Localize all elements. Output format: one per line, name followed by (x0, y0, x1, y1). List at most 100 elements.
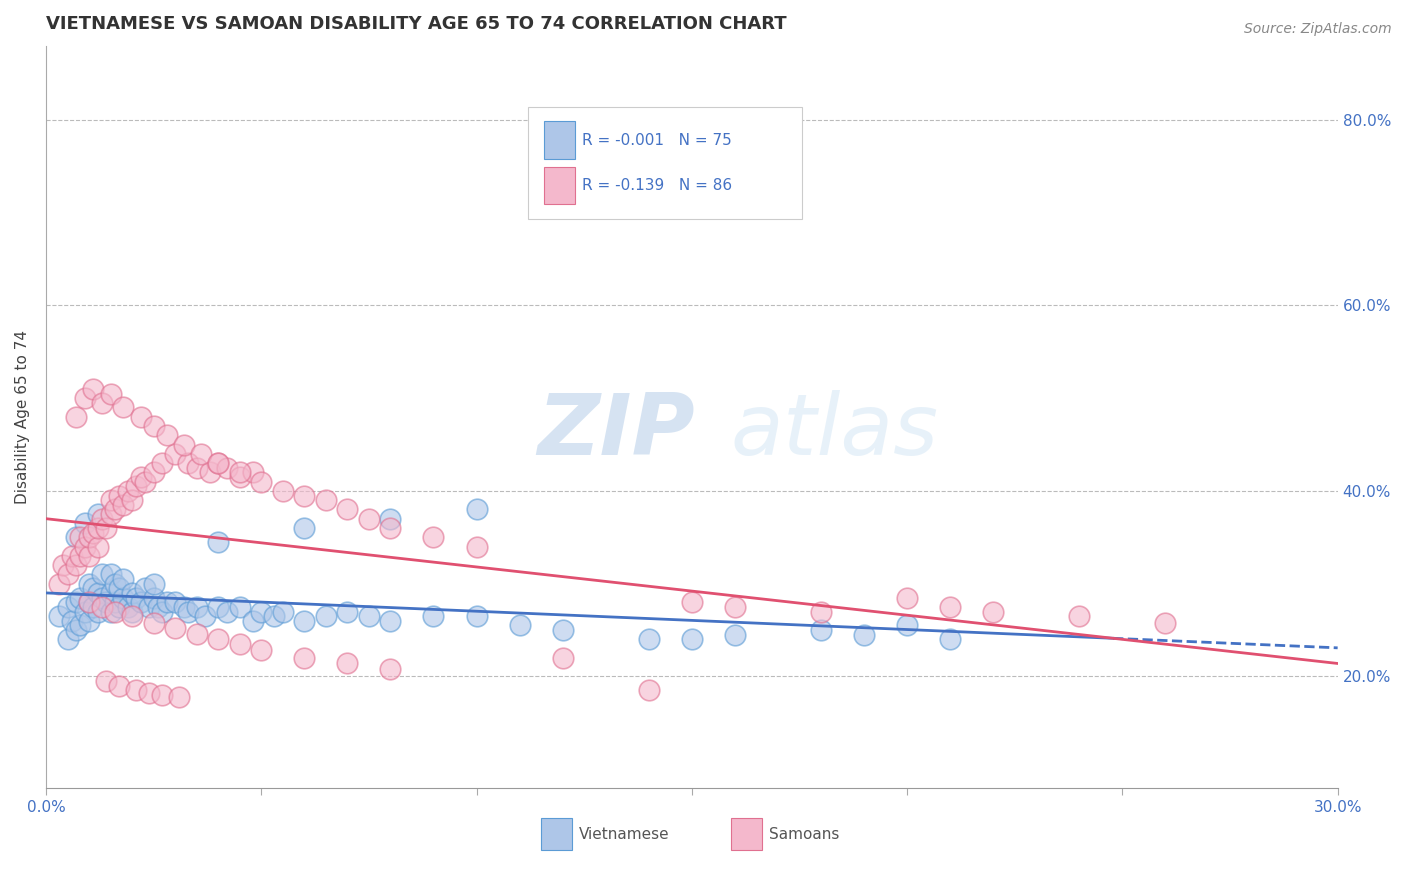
Point (117, 599, 139, 614)
Point (69, 549, 91, 563)
Text: R = -0.001   N = 75: R = -0.001 N = 75 (582, 133, 731, 148)
Point (509, 618, 531, 632)
Point (146, 599, 169, 614)
Point (315, 609, 337, 624)
Point (86, 540, 108, 554)
Point (125, 479, 148, 493)
Point (86, 521, 108, 535)
Point (77, 614, 100, 628)
Point (121, 609, 143, 624)
Point (65, 409, 87, 424)
Point (190, 447, 212, 461)
Point (125, 591, 148, 605)
Point (86, 605, 108, 619)
Point (104, 576, 127, 591)
Point (96, 521, 118, 535)
Point (177, 605, 200, 619)
Point (207, 632, 229, 647)
Point (100, 493, 122, 508)
Point (242, 466, 264, 480)
Point (112, 401, 135, 415)
Point (65, 623, 87, 637)
Point (104, 595, 127, 609)
Point (207, 456, 229, 470)
Point (173, 599, 195, 614)
Point (100, 507, 122, 521)
Point (108, 679, 131, 693)
Point (315, 493, 337, 508)
Point (69, 530, 91, 544)
Point (250, 643, 273, 657)
Point (198, 466, 221, 480)
Point (134, 582, 156, 596)
Point (939, 632, 962, 647)
Point (336, 502, 359, 516)
Point (134, 475, 156, 489)
Point (186, 627, 208, 641)
Point (112, 498, 135, 512)
Point (125, 683, 148, 698)
Point (292, 651, 315, 665)
Point (336, 605, 359, 619)
Point (380, 662, 402, 676)
Point (1069, 609, 1091, 624)
Point (56, 567, 79, 582)
Point (981, 605, 1004, 619)
Point (108, 599, 131, 614)
Point (724, 599, 747, 614)
Point (637, 683, 659, 698)
Point (73, 516, 96, 531)
Point (112, 591, 135, 605)
Point (724, 628, 747, 642)
Point (48, 609, 70, 624)
Point (129, 595, 152, 609)
Point (681, 595, 703, 609)
Point (73, 540, 96, 554)
Point (142, 419, 165, 434)
Point (142, 576, 165, 591)
Point (186, 460, 208, 475)
Point (73, 605, 96, 619)
Point (91, 599, 114, 614)
Point (810, 605, 832, 619)
Point (104, 605, 127, 619)
Point (73, 391, 96, 405)
Point (551, 623, 574, 637)
Point (77, 530, 100, 544)
Point (121, 586, 143, 600)
Point (228, 599, 250, 614)
Point (380, 521, 402, 535)
Text: VIETNAMESE VS SAMOAN DISABILITY AGE 65 TO 74 CORRELATION CHART: VIETNAMESE VS SAMOAN DISABILITY AGE 65 T… (46, 15, 786, 33)
Point (91, 396, 114, 410)
Text: R = -0.139   N = 86: R = -0.139 N = 86 (582, 178, 733, 193)
Point (465, 540, 488, 554)
Text: Source: ZipAtlas.com: Source: ZipAtlas.com (1244, 22, 1392, 37)
Point (77, 576, 100, 591)
Point (207, 535, 229, 549)
Point (121, 493, 143, 508)
Point (292, 614, 315, 628)
Point (69, 591, 91, 605)
Point (637, 632, 659, 647)
Point (82, 382, 104, 396)
Point (150, 688, 173, 702)
Point (228, 637, 250, 651)
Point (91, 512, 114, 526)
Point (65, 530, 87, 544)
Point (165, 595, 187, 609)
Point (82, 582, 104, 596)
Point (142, 591, 165, 605)
Point (138, 686, 160, 700)
Point (551, 651, 574, 665)
Point (250, 605, 273, 619)
Point (336, 657, 359, 671)
Point (207, 599, 229, 614)
Point (169, 690, 191, 704)
Point (48, 576, 70, 591)
Point (100, 386, 122, 401)
Point (681, 632, 703, 647)
Point (465, 502, 488, 516)
Point (138, 599, 160, 614)
Point (65, 558, 87, 573)
Point (77, 595, 100, 609)
